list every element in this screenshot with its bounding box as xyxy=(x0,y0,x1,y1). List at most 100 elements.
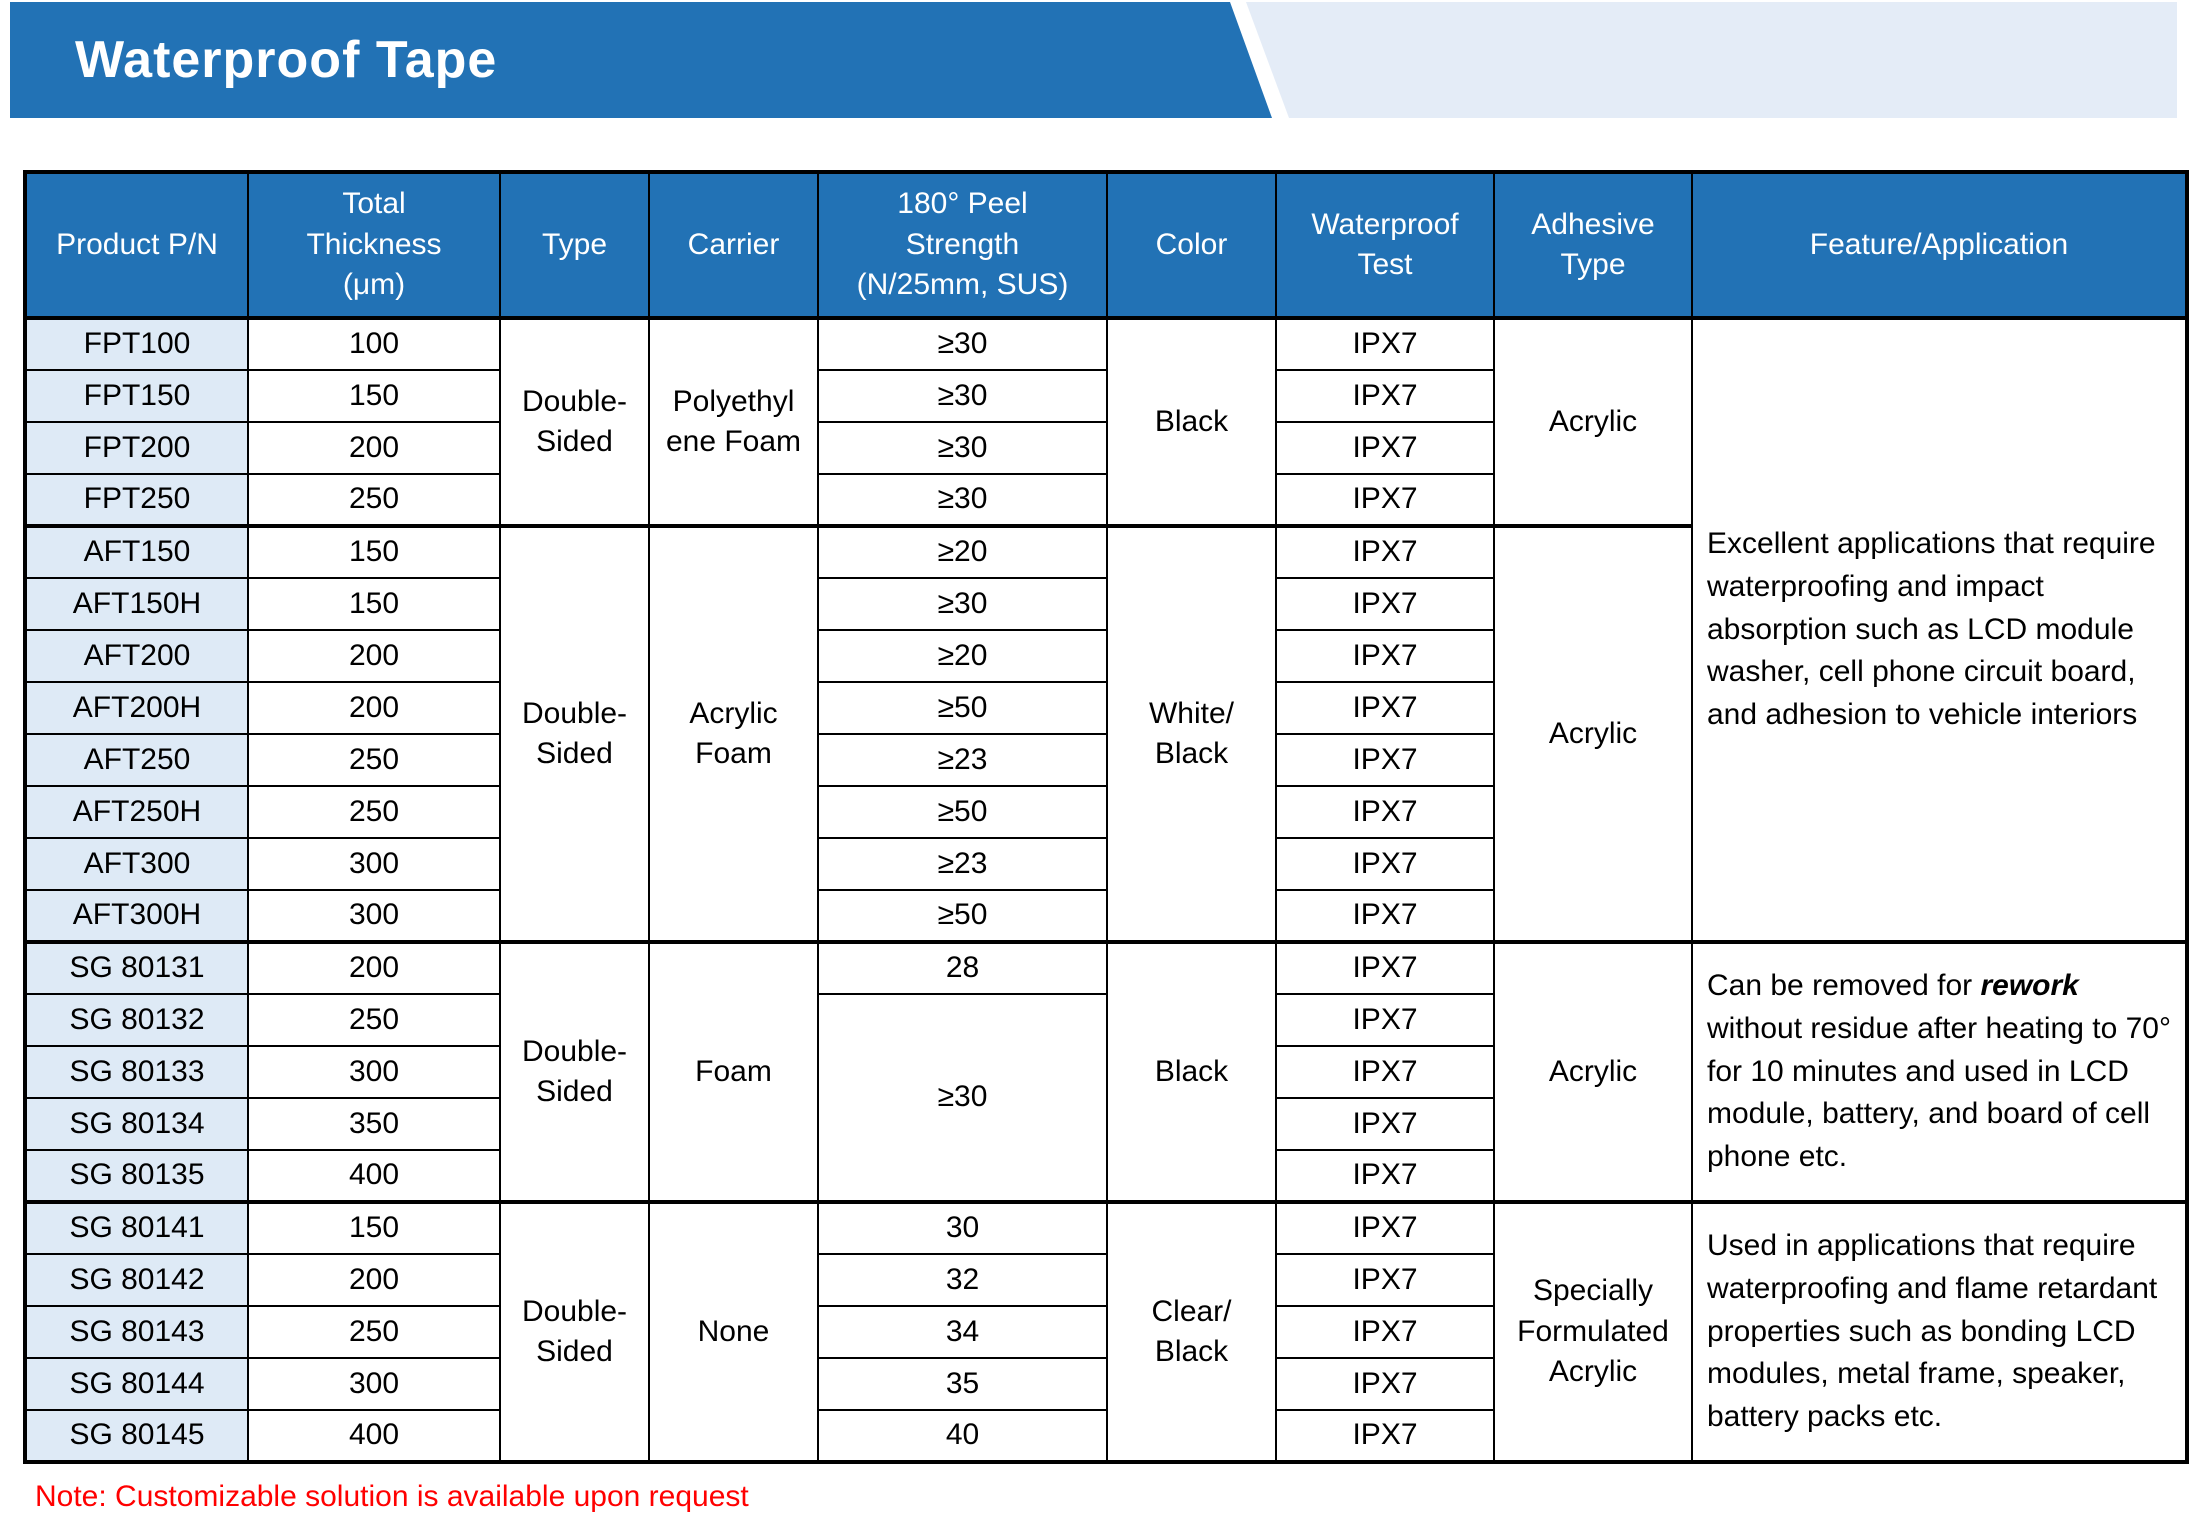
cell-color: White/ Black xyxy=(1106,524,1277,943)
cell-peel: ≥30 xyxy=(817,473,1108,527)
cell-thickness: 300 xyxy=(247,837,501,891)
cell-thickness: 200 xyxy=(247,940,501,995)
header-type: Type xyxy=(499,171,650,320)
cell-thickness: 300 xyxy=(247,1357,501,1411)
cell-pn: FPT150 xyxy=(24,369,249,423)
cell-thickness: 400 xyxy=(247,1409,501,1463)
header-thickness: Total Thickness (μm) xyxy=(247,171,501,320)
cell-color: Black xyxy=(1106,940,1277,1203)
cell-color: Black xyxy=(1106,317,1277,527)
cell-peel: 35 xyxy=(817,1357,1108,1411)
table-row: AFT150 150 Double- Sided Acrylic Foam ≥2… xyxy=(24,524,2187,943)
cell-waterproof: IPX7 xyxy=(1275,421,1495,475)
table-row: SG 80142 200 32 IPX7 xyxy=(24,1253,2187,1307)
cell-waterproof: IPX7 xyxy=(1275,524,1495,579)
table-row: AFT150H 150 ≥30 IPX7 xyxy=(24,577,2187,631)
title-banner: Waterproof Tape xyxy=(10,2,1272,118)
cell-thickness: 250 xyxy=(247,733,501,787)
cell-peel: 28 xyxy=(817,940,1108,995)
header-waterproof: Waterproof Test xyxy=(1275,171,1495,320)
header-color: Color xyxy=(1106,171,1277,320)
cell-adhesive: Specially Formulated Acrylic xyxy=(1493,1200,1693,1463)
feature-text: without residue after heating to 70° for… xyxy=(1707,1011,2171,1174)
cell-pn: SG 80145 xyxy=(24,1409,249,1463)
feature-text: Excellent applications that require wate… xyxy=(1707,526,2156,732)
cell-waterproof: IPX7 xyxy=(1275,1253,1495,1307)
cell-waterproof: IPX7 xyxy=(1275,733,1495,787)
cell-feature: Excellent applications that require wate… xyxy=(1691,317,2188,943)
cell-peel: ≥30 xyxy=(817,369,1108,423)
cell-peel: ≥50 xyxy=(817,681,1108,735)
cell-thickness: 250 xyxy=(247,993,501,1047)
cell-adhesive: Acrylic xyxy=(1493,317,1693,527)
cell-pn: SG 80142 xyxy=(24,1253,249,1307)
header-carrier: Carrier xyxy=(648,171,819,320)
table-row: AFT250H 250 ≥50 IPX7 xyxy=(24,785,2187,839)
table-row: SG 80135 400 IPX7 xyxy=(24,1149,2187,1203)
cell-waterproof: IPX7 xyxy=(1275,1409,1495,1463)
cell-peel: ≥23 xyxy=(817,837,1108,891)
page-title: Waterproof Tape xyxy=(75,31,498,89)
cell-pn: AFT200H xyxy=(24,681,249,735)
cell-pn: SG 80143 xyxy=(24,1305,249,1359)
feature-text: Used in applications that require waterp… xyxy=(1707,1228,2158,1434)
cell-waterproof: IPX7 xyxy=(1275,1149,1495,1203)
cell-thickness: 200 xyxy=(247,629,501,683)
cell-peel: ≥30 xyxy=(817,317,1108,371)
spec-table: Product P/N Total Thickness (μm) Type Ca… xyxy=(23,170,2189,1464)
cell-pn: AFT300 xyxy=(24,837,249,891)
cell-pn: FPT100 xyxy=(24,317,249,371)
cell-peel: 30 xyxy=(817,1200,1108,1255)
cell-adhesive: Acrylic xyxy=(1493,524,1693,943)
cell-thickness: 300 xyxy=(247,889,501,943)
cell-peel: ≥50 xyxy=(817,889,1108,943)
table-row: AFT300 300 ≥23 IPX7 xyxy=(24,837,2187,891)
cell-pn: SG 80134 xyxy=(24,1097,249,1151)
cell-peel: ≥30 xyxy=(817,993,1108,1203)
table-row: FPT250 250 ≥30 IPX7 xyxy=(24,473,2187,527)
cell-waterproof: IPX7 xyxy=(1275,577,1495,631)
cell-type: Double- Sided xyxy=(499,524,650,943)
table-row: SG 80141 150 Double- Sided None 30 Clear… xyxy=(24,1200,2188,1463)
cell-waterproof: IPX7 xyxy=(1275,681,1495,735)
cell-waterproof: IPX7 xyxy=(1275,1045,1495,1099)
cell-thickness: 200 xyxy=(247,1253,501,1307)
cell-peel: ≥20 xyxy=(817,629,1108,683)
table-row: AFT200 200 ≥20 IPX7 xyxy=(24,629,2187,683)
cell-thickness: 250 xyxy=(247,473,501,527)
cell-peel: ≥30 xyxy=(817,577,1108,631)
cell-thickness: 150 xyxy=(247,1200,501,1255)
cell-waterproof: IPX7 xyxy=(1275,1305,1495,1359)
table-row: AFT200H 200 ≥50 IPX7 xyxy=(24,681,2187,735)
table-row: AFT300H 300 ≥50 IPX7 xyxy=(24,889,2187,943)
cell-peel: ≥20 xyxy=(817,524,1108,579)
cell-carrier: Foam xyxy=(648,940,819,1203)
cell-pn: FPT200 xyxy=(24,421,249,475)
cell-thickness: 150 xyxy=(247,577,501,631)
cell-carrier: Acrylic Foam xyxy=(648,524,819,943)
cell-feature: Can be removed for rework without residu… xyxy=(1691,940,2188,1203)
table-row: SG 80145 400 40 IPX7 xyxy=(24,1409,2187,1463)
cell-waterproof: IPX7 xyxy=(1275,1357,1495,1411)
table-row: FPT150 150 ≥30 IPX7 xyxy=(24,369,2187,423)
cell-waterproof: IPX7 xyxy=(1275,317,1495,371)
cell-thickness: 250 xyxy=(247,785,501,839)
cell-pn: AFT250H xyxy=(24,785,249,839)
table-row: SG 80144 300 35 IPX7 xyxy=(24,1357,2187,1411)
cell-waterproof: IPX7 xyxy=(1275,1200,1495,1255)
cell-waterproof: IPX7 xyxy=(1275,369,1495,423)
cell-pn: AFT250 xyxy=(24,733,249,787)
table-row: SG 80131 200 Double- Sided Foam 28 Black… xyxy=(24,940,2188,1203)
table-row: SG 80134 350 IPX7 xyxy=(24,1097,2187,1151)
cell-feature: Used in applications that require waterp… xyxy=(1691,1200,2188,1463)
cell-adhesive: Acrylic xyxy=(1493,940,1693,1203)
cell-pn: SG 80131 xyxy=(24,940,249,995)
cell-peel: 32 xyxy=(817,1253,1108,1307)
cell-pn: AFT150H xyxy=(24,577,249,631)
decorative-band xyxy=(1246,2,2177,118)
cell-peel: 40 xyxy=(817,1409,1108,1463)
table-row: AFT250 250 ≥23 IPX7 xyxy=(24,733,2187,787)
cell-pn: AFT150 xyxy=(24,524,249,579)
cell-type: Double- Sided xyxy=(499,317,650,527)
table-row: SG 80133 300 IPX7 xyxy=(24,1045,2187,1099)
